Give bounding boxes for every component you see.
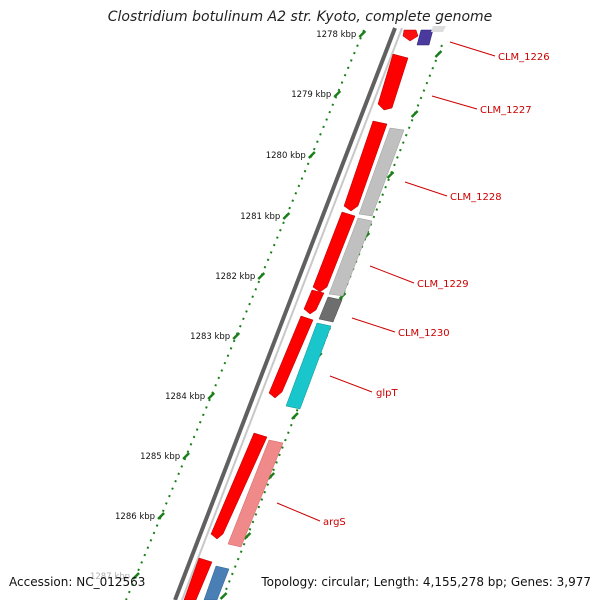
scale-tick-label: 1286 kbp bbox=[115, 512, 155, 522]
gene-feature-glpt-shadow[interactable] bbox=[285, 322, 332, 410]
gene-feature[interactable] bbox=[203, 565, 230, 600]
gene-feature-clm-1229-shadow[interactable] bbox=[328, 217, 373, 297]
scale-tick-outer bbox=[386, 171, 395, 179]
gene-label-clm-1228[interactable]: CLM_1228 bbox=[450, 192, 502, 203]
backbone bbox=[173, 27, 403, 600]
gene-feature-args[interactable] bbox=[210, 432, 268, 540]
scale-tick bbox=[207, 392, 216, 400]
gene-label-glpt[interactable]: glpT bbox=[376, 388, 398, 399]
scale-tick-label: 1279 kbp bbox=[291, 90, 331, 100]
map-title: Clostridium botulinum A2 str. Kyoto, com… bbox=[107, 9, 493, 25]
gene-feature-clm-1228[interactable] bbox=[343, 120, 388, 212]
gene-label-clm-1230[interactable]: CLM_1230 bbox=[398, 328, 450, 339]
gene-feature-args-shadow[interactable] bbox=[227, 439, 284, 548]
gene-label-clm-1229[interactable]: CLM_1229 bbox=[417, 279, 469, 290]
scale-tick bbox=[257, 272, 266, 280]
scale-tick-outer bbox=[243, 532, 252, 540]
scale-tick bbox=[282, 212, 291, 220]
gene-feature-clm-1230[interactable] bbox=[303, 289, 325, 315]
gene-feature-clm-1230-shadow[interactable] bbox=[318, 296, 343, 323]
scale-tick-label: 1282 kbp bbox=[215, 272, 255, 282]
scale-tick-outer bbox=[267, 472, 276, 480]
scale-tick bbox=[157, 512, 165, 520]
scale-tick bbox=[333, 90, 342, 98]
gene-label-args[interactable]: argS bbox=[323, 517, 346, 528]
gene-labels: CLM_1226 CLM_1227 CLM_1228 CLM_1229 CLM_… bbox=[323, 52, 550, 528]
gene-feature-clm-1228-shadow[interactable] bbox=[358, 127, 405, 217]
gene-feature-clm-1229[interactable] bbox=[312, 211, 356, 293]
scale-ring-outer bbox=[221, 44, 443, 600]
scale-tick-outer bbox=[291, 412, 299, 420]
gene-label-clm-1226[interactable]: CLM_1226 bbox=[498, 52, 550, 63]
gene-feature-clm-1226[interactable] bbox=[416, 29, 434, 46]
scale-tick-label: 1285 kbp bbox=[140, 452, 180, 462]
scale-tick-label: 1280 kbp bbox=[266, 151, 306, 161]
gene-feature-glpt[interactable] bbox=[268, 315, 314, 399]
tick-marks bbox=[132, 30, 443, 600]
scale-tick-label: 1281 kbp bbox=[240, 212, 280, 222]
scale-tick bbox=[307, 151, 316, 159]
tick-labels: 1278 kbp 1279 kbp 1280 kbp 1281 kbp 1282 kbp… bbox=[90, 30, 356, 582]
scale-tick-label: 1287 kbp bbox=[90, 572, 130, 582]
scale-tick-outer bbox=[410, 110, 419, 118]
gene-feature[interactable] bbox=[183, 557, 213, 600]
gene-feature[interactable] bbox=[431, 26, 446, 32]
gene-label-clm-1227[interactable]: CLM_1227 bbox=[480, 105, 532, 116]
gene-track bbox=[183, 26, 446, 600]
gene-feature[interactable] bbox=[402, 29, 419, 42]
label-leaders bbox=[276, 41, 496, 522]
scale-tick-label: 1283 kbp bbox=[190, 332, 230, 342]
gene-feature-clm-1227[interactable] bbox=[377, 53, 409, 111]
scale-tick-label: 1284 kbp bbox=[165, 392, 205, 402]
scale-tick bbox=[232, 332, 241, 340]
scale-tick-label: 1278 kbp bbox=[316, 30, 356, 40]
accession-text: Accession: NC_012563 bbox=[9, 575, 146, 589]
scale-tick bbox=[358, 30, 367, 38]
scale-tick-outer bbox=[434, 50, 443, 58]
topology-summary: Topology: circular; Length: 4,155,278 bp… bbox=[261, 575, 591, 589]
scale-tick-outer bbox=[219, 592, 228, 600]
scale-tick bbox=[132, 572, 140, 580]
scale-tick bbox=[182, 452, 191, 460]
